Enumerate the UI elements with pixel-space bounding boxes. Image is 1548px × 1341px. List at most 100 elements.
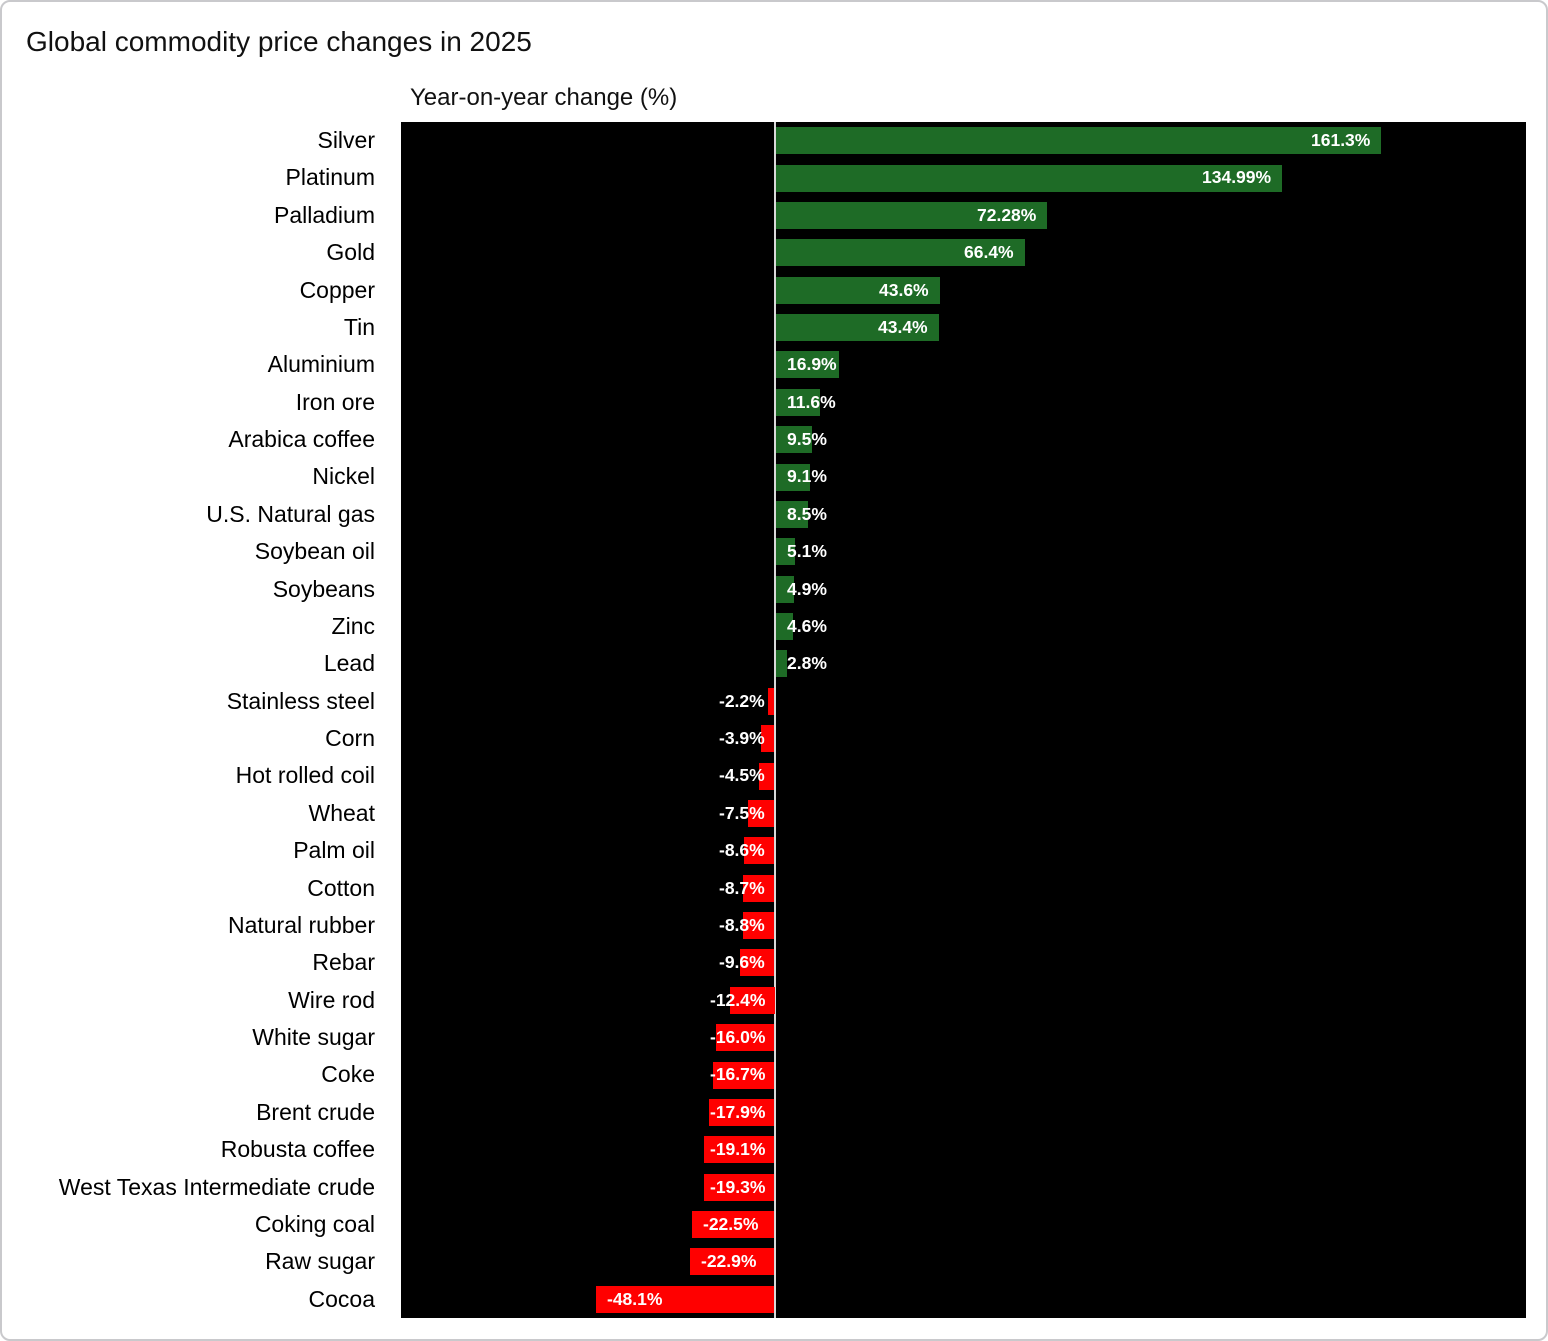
value-label: 43.6% [879,279,929,300]
value-label: 8.5% [787,503,827,524]
category-label: West Texas Intermediate crude [58,1173,375,1200]
value-label: -22.9% [701,1251,757,1272]
value-label: -48.1% [607,1288,663,1309]
value-label: -16.0% [710,1027,766,1047]
category-label: Aluminium [267,351,375,378]
category-label: Coking coal [254,1210,375,1237]
category-label: Wire rod [288,986,375,1013]
value-label: 11.6% [787,391,836,412]
category-label: Robusta coffee [220,1136,375,1163]
category-label: Stainless steel [226,687,375,714]
bar-negative [761,725,774,753]
bar-negative [690,1248,774,1276]
bar-negative [768,687,774,715]
bar-negative [709,1098,774,1126]
value-label: -4.5% [719,765,765,786]
bar-positive [776,239,1025,267]
bar-positive [776,650,787,678]
category-label: White sugar [252,1024,375,1050]
category-label: Palladium [274,201,375,228]
bar-negative [740,949,774,977]
category-label: Hot rolled coil [235,762,375,789]
bar-positive [776,164,1282,192]
category-label: Raw sugar [265,1248,375,1275]
bar-positive [776,351,839,379]
value-label: 4.6% [787,615,827,636]
bar-negative [704,1136,774,1164]
value-label: -9.6% [719,952,765,973]
value-label: 9.1% [787,466,827,487]
bar-negative [759,762,774,790]
category-label: Copper [299,276,375,303]
bar-positive [776,500,808,528]
value-label: 4.9% [787,578,827,599]
value-label: -8.8% [719,914,765,935]
value-label: 66.4% [964,242,1014,263]
value-label: -19.1% [710,1139,766,1160]
bar-negative [743,874,774,902]
value-label: -19.3% [710,1176,766,1197]
value-label: -16.7% [710,1064,766,1085]
category-label: U.S. Natural gas [206,500,375,527]
category-axis: Silver Platinum Palladium Gold Copper Tin Alum… [2,122,375,1318]
category-label: Cotton [307,874,375,901]
bar-positive [776,127,1381,155]
bar-positive [776,201,1047,229]
bar-negative [744,837,774,865]
value-label: 72.28% [977,204,1037,225]
bar-positive [776,276,940,304]
bar-negative [748,799,774,827]
category-label: Zinc [331,612,375,639]
value-label: -22.5% [703,1213,759,1234]
value-label: -7.5% [719,802,765,823]
category-label: Cocoa [308,1285,375,1312]
category-label: Wheat [308,799,375,826]
bar-positive [776,575,794,603]
category-label: Natural rubber [227,911,375,938]
value-label: -3.9% [719,728,765,748]
category-label: Corn [325,725,375,751]
bar-negative [716,1024,774,1052]
category-label: Coke [321,1061,375,1088]
category-label: Platinum [285,164,375,191]
category-label: Rebar [312,949,375,976]
category-label: Brent crude [256,1098,375,1125]
category-label: Nickel [312,463,375,490]
bar-negative [743,912,774,940]
chart-title: Global commodity price changes in 2025 [26,26,532,57]
bar-negative [596,1285,774,1313]
value-label: 161.3% [1311,130,1371,150]
bar-negative [692,1211,774,1239]
bar-negative [704,1173,774,1201]
axis-title: Year-on-year change (%) [410,84,678,111]
value-label: -8.7% [719,877,765,898]
value-label: -8.6% [719,840,765,861]
value-label: -12.4% [710,989,766,1010]
bar-positive [776,538,795,566]
category-label: Palm oil [293,837,375,864]
bar-positive [776,613,793,641]
category-label: Gold [326,239,375,266]
value-label: 16.9% [787,354,837,375]
value-label: 9.5% [787,429,827,449]
bar-positive [776,463,810,491]
category-label: Silver [317,127,375,153]
zero-baseline [774,122,776,1318]
category-label: Tin [343,313,375,340]
bar-negative [730,986,775,1014]
value-label: 2.8% [787,653,827,674]
value-label: 43.4% [878,316,928,337]
plot-area: 161.3% 134.99% 72.28% 66.4% 43.6% 43.4% 16.9% 1… [401,122,1526,1318]
bar-positive [776,388,820,416]
value-label: -2.2% [719,690,765,711]
category-label: Arabica coffee [228,426,375,452]
bar-negative [713,1061,774,1089]
category-label: Iron ore [295,388,375,415]
category-label: Lead [323,650,375,677]
value-label: -17.9% [710,1101,766,1122]
bar-positive [776,314,939,342]
value-label: 5.1% [787,541,827,562]
value-label: 134.99% [1202,167,1272,188]
category-label: Soybeans [272,575,375,602]
